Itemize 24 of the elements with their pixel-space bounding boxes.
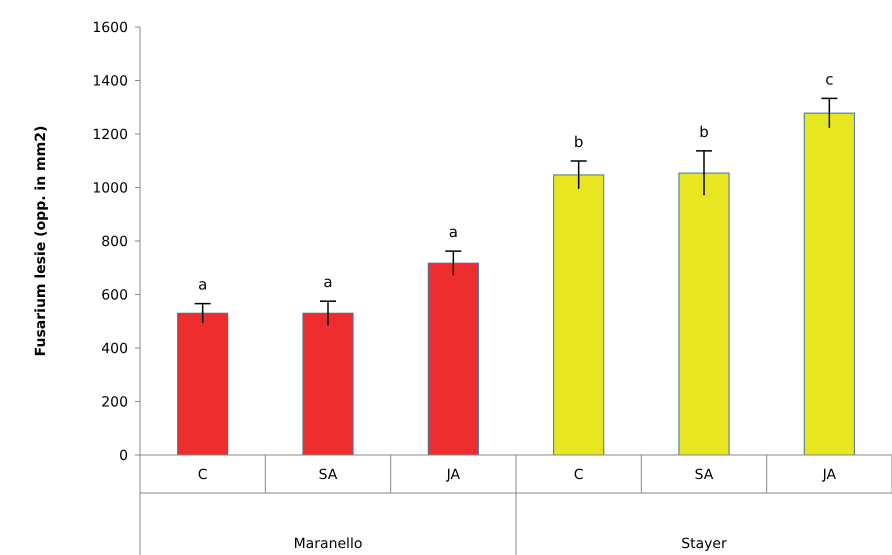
annotation: a (198, 276, 208, 294)
y-tick-label: 1400 (92, 73, 128, 90)
x-tick-label: SA (694, 467, 714, 483)
y-axis-title: Fusarium lesie (opp. in mm2) (33, 126, 49, 356)
y-tick-label: 600 (101, 287, 128, 304)
text: Stayer (681, 536, 728, 552)
y-tick-label: 0 (119, 448, 128, 464)
annotation: b (574, 133, 584, 152)
annotation: a (448, 223, 458, 242)
annotation: a (323, 273, 333, 292)
x-tick-label: C (574, 467, 584, 483)
y-tick-label: 800 (101, 234, 128, 250)
x-tick-label: SA (318, 467, 338, 483)
annotation: c (825, 70, 834, 88)
x-tick-label: JA (446, 467, 460, 483)
x-tick-label: C (198, 467, 208, 483)
annotation: b (699, 122, 709, 141)
y-tick-label: 1200 (92, 126, 128, 143)
y-tick-label: 1600 (92, 20, 128, 36)
text: Maranello (294, 536, 362, 552)
y-tick-label: 200 (101, 394, 128, 410)
x-tick-label: JA (822, 467, 836, 483)
y-tick-label: 1000 (92, 180, 128, 196)
y-tick-label: 400 (101, 340, 128, 357)
